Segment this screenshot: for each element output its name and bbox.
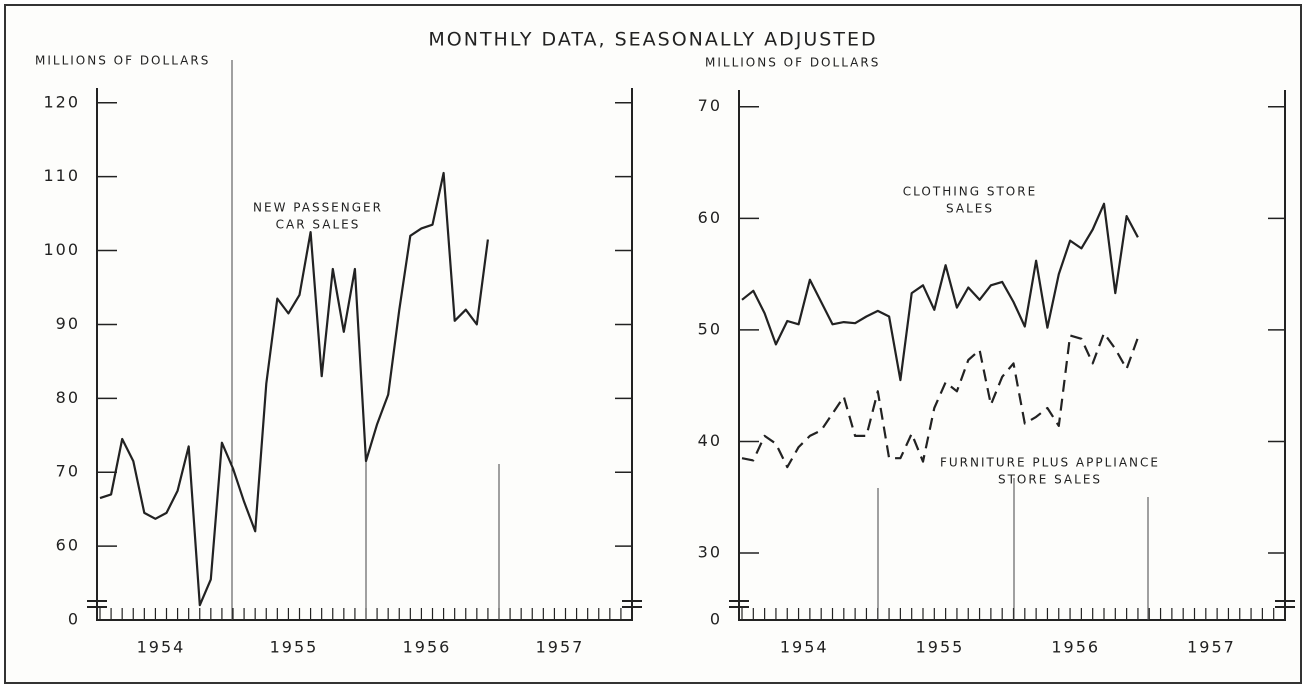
y-tick-label: 100 bbox=[43, 240, 80, 259]
y-axis-title: MILLIONS OF DOLLARS bbox=[705, 56, 880, 70]
y-tick-label: 30 bbox=[698, 543, 722, 562]
y-tick-label: 90 bbox=[56, 314, 80, 333]
x-tick-label: 1956 bbox=[403, 638, 452, 657]
y-tick-label: 70 bbox=[56, 462, 80, 481]
series-line bbox=[741, 332, 1139, 469]
frame bbox=[4, 4, 1302, 684]
series-line bbox=[99, 171, 489, 607]
series-label: SALES bbox=[946, 202, 994, 216]
x-tick-label: 1955 bbox=[270, 638, 319, 657]
x-tick-label: 1956 bbox=[1051, 638, 1100, 657]
y-tick-label: 0 bbox=[68, 610, 80, 629]
series-label: NEW PASSENGER bbox=[253, 201, 383, 215]
series-label: STORE SALES bbox=[998, 473, 1102, 487]
y-tick-label: 40 bbox=[698, 431, 722, 450]
series-label: FURNITURE PLUS APPLIANCE bbox=[940, 456, 1160, 470]
y-tick-label: 110 bbox=[43, 166, 80, 185]
y-tick-label: 50 bbox=[698, 319, 722, 338]
y-axis-title: MILLIONS OF DOLLARS bbox=[35, 54, 210, 68]
x-tick-label: 1954 bbox=[137, 638, 186, 657]
x-tick-label: 1957 bbox=[1187, 638, 1236, 657]
series-label: CAR SALES bbox=[276, 218, 361, 232]
y-tick-label: 70 bbox=[698, 96, 722, 115]
y-tick-label: 80 bbox=[56, 388, 80, 407]
axis-line bbox=[96, 88, 633, 621]
y-tick-label: 60 bbox=[56, 536, 80, 555]
series-label: CLOTHING STORE bbox=[903, 185, 1037, 199]
y-tick-label: 120 bbox=[43, 92, 80, 111]
series-line bbox=[741, 202, 1139, 382]
figure-title: MONTHLY DATA, SEASONALLY ADJUSTED bbox=[428, 29, 877, 51]
x-tick-label: 1955 bbox=[916, 638, 965, 657]
x-tick-label: 1957 bbox=[536, 638, 585, 657]
x-tick-label: 1954 bbox=[780, 638, 829, 657]
axis-line bbox=[738, 90, 1286, 621]
y-tick-label: 0 bbox=[710, 610, 722, 629]
y-tick-label: 60 bbox=[698, 208, 722, 227]
